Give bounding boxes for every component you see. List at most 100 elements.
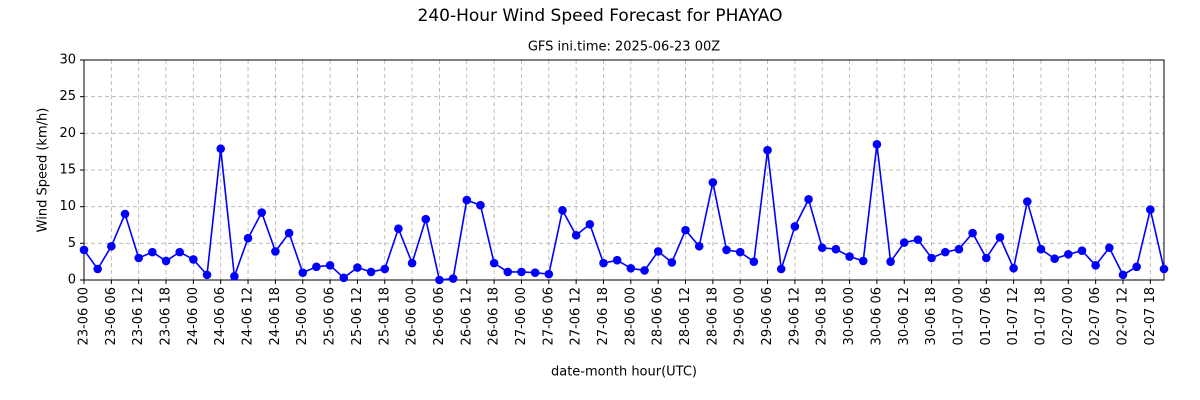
- x-tick-label: 29-06 06: [760, 287, 775, 345]
- data-point: [981, 253, 991, 263]
- x-tick-label: 28-06 12: [678, 287, 693, 345]
- data-point: [1159, 264, 1169, 274]
- data-point: [667, 258, 677, 267]
- data-point: [353, 263, 362, 272]
- data-point: [107, 241, 116, 251]
- data-point: [694, 241, 704, 251]
- x-tick-label: 26-06 12: [459, 287, 474, 345]
- data-point: [462, 195, 472, 205]
- data-point: [913, 235, 923, 244]
- y-tick-label: 10: [59, 199, 76, 214]
- data-point: [763, 145, 772, 155]
- data-point: [1050, 254, 1059, 264]
- x-tick-label: 02-07 06: [1088, 287, 1103, 345]
- x-axis-label: date-month hour(UTC): [551, 365, 697, 380]
- data-point: [954, 244, 964, 254]
- x-tick-label: 28-06 06: [651, 287, 666, 345]
- x-tick-label: 30-06 12: [897, 287, 912, 345]
- data-point: [476, 200, 485, 210]
- data-point: [968, 228, 977, 238]
- x-tick-label: 02-07 18: [1143, 287, 1158, 345]
- data-point: [394, 224, 403, 233]
- data-point: [503, 267, 513, 277]
- data-point: [407, 258, 417, 268]
- data-point: [1118, 270, 1128, 280]
- data-point: [817, 243, 827, 253]
- y-tick-label: 25: [59, 89, 76, 104]
- x-tick-label: 27-06 12: [569, 287, 584, 345]
- x-tick-label: 01-07 12: [1006, 287, 1021, 345]
- data-point: [257, 208, 267, 217]
- data-point: [366, 267, 376, 277]
- data-point: [735, 247, 745, 257]
- y-tick-label: 5: [68, 236, 76, 251]
- x-tick-label: 26-06 00: [405, 287, 420, 345]
- x-tick-label: 23-06 18: [159, 287, 174, 345]
- data-point: [298, 268, 308, 277]
- x-tick-label: 25-06 12: [350, 287, 365, 345]
- data-point: [1091, 261, 1100, 270]
- x-tick-label: 28-06 18: [705, 287, 720, 345]
- x-tick-label: 01-07 06: [979, 287, 994, 345]
- chart-title: 240-Hour Wind Speed Forecast for PHAYAO: [418, 6, 783, 26]
- x-tick-label: 30-06 00: [842, 287, 857, 345]
- x-tick-label: 29-06 00: [733, 287, 748, 345]
- data-point: [612, 255, 622, 265]
- data-point: [530, 268, 540, 277]
- data-point: [1077, 246, 1087, 255]
- data-point: [995, 233, 1005, 242]
- data-point: [599, 258, 608, 268]
- x-tick-label: 27-06 18: [596, 287, 611, 345]
- data-point: [134, 253, 143, 263]
- data-point: [585, 219, 595, 229]
- y-tick-label: 20: [59, 126, 76, 141]
- data-point: [448, 274, 458, 283]
- x-tick-label: 28-06 00: [623, 287, 638, 345]
- data-point: [831, 244, 841, 254]
- data-point: [216, 144, 226, 154]
- data-point: [435, 275, 444, 285]
- data-point: [640, 266, 649, 275]
- x-tick-label: 23-06 12: [131, 287, 146, 345]
- data-point: [626, 263, 636, 273]
- y-axis-label: Wind Speed (km/h): [36, 108, 51, 233]
- data-point: [230, 272, 239, 281]
- data-point: [899, 238, 909, 247]
- data-point: [858, 256, 868, 266]
- data-point: [148, 247, 157, 257]
- data-point: [790, 222, 800, 231]
- data-point: [161, 256, 171, 266]
- data-point: [653, 247, 663, 256]
- x-tick-label: 25-06 00: [295, 287, 310, 345]
- data-point: [93, 264, 102, 274]
- x-tick-label: 27-06 00: [514, 287, 529, 345]
- x-tick-label: 26-06 18: [487, 287, 502, 345]
- data-point: [571, 230, 581, 240]
- x-tick-label: 23-06 06: [104, 287, 119, 345]
- x-tick-label: 24-06 00: [186, 287, 201, 345]
- data-point: [243, 233, 253, 243]
- x-tick-label: 24-06 06: [213, 287, 228, 345]
- x-tick-label: 24-06 12: [241, 287, 256, 345]
- y-tick-label: 30: [59, 53, 76, 68]
- data-point: [722, 245, 731, 255]
- data-point: [776, 264, 786, 274]
- data-point: [558, 206, 567, 215]
- data-point: [271, 247, 280, 256]
- data-point: [517, 267, 526, 277]
- data-point: [845, 252, 854, 261]
- data-point: [749, 257, 759, 266]
- data-point: [284, 228, 294, 238]
- data-point: [1132, 262, 1141, 272]
- data-point: [872, 140, 882, 149]
- data-point: [79, 245, 89, 255]
- data-point: [1105, 243, 1114, 253]
- data-point: [708, 178, 718, 187]
- x-tick-label: 02-07 12: [1115, 287, 1130, 345]
- data-point: [421, 214, 431, 224]
- data-point: [189, 255, 198, 264]
- data-point: [1022, 197, 1032, 206]
- x-tick-label: 02-07 00: [1061, 287, 1076, 345]
- data-point: [1064, 250, 1073, 259]
